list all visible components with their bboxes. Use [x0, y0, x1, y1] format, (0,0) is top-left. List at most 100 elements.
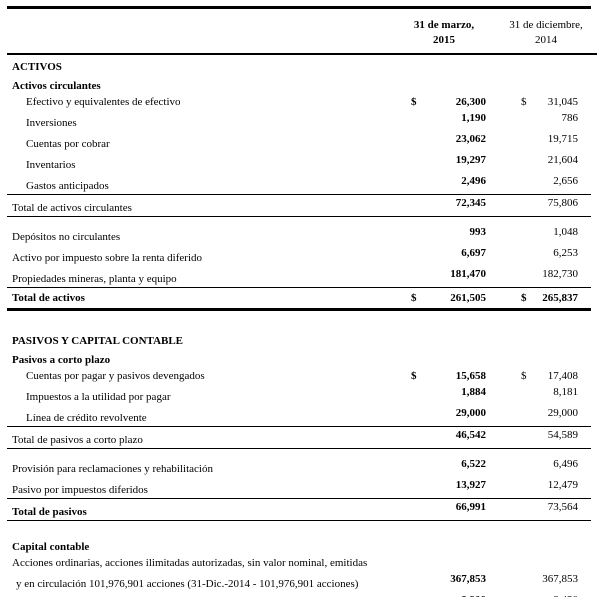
row-label: Activo por impuesto sobre la renta difer…: [12, 252, 203, 264]
currency-symbol: $: [411, 96, 417, 108]
subsection-pasivos-corto-plazo: Pasivos a corto plazo: [7, 352, 591, 368]
row-label: Inversiones: [26, 117, 77, 129]
table-row: Pasivo por impuestos diferidos 13,927 12…: [7, 477, 591, 499]
total-row-pasivos: Total de pasivos 66,991 73,564: [7, 499, 591, 521]
row-label: Cuentas por pagar y pasivos devengados: [26, 370, 205, 382]
row-label: Efectivo y equivalentes de efectivo: [26, 96, 181, 108]
table-row: Superávit aportado 8,900 8,430: [7, 592, 591, 597]
subsection-title: Capital contable: [12, 541, 90, 553]
financial-table: 31 de marzo, 2015 31 de diciembre, 2014 …: [7, 6, 597, 597]
value-2015: 367,853: [450, 573, 486, 585]
table-row: Depósitos no circulantes 993 1,048: [7, 224, 591, 245]
section-heading-pasivos: PASIVOS Y CAPITAL CONTABLE: [7, 333, 591, 349]
value-2015: 8,900: [411, 592, 486, 597]
value-2014: $265,837: [521, 292, 578, 304]
section-heading-activos: ACTIVOS: [7, 59, 591, 75]
table-row: Cuentas por pagar y pasivos devengados $…: [7, 368, 591, 384]
value-2015: 1,884: [461, 386, 486, 398]
value-2015: $15,658: [411, 370, 486, 382]
table-row: Inventarios 19,297 21,604: [7, 152, 591, 173]
value-2015: 6,522: [461, 458, 486, 470]
table-row: y en circulación 101,976,901 acciones (3…: [7, 571, 591, 592]
value-2014: 29,000: [547, 407, 578, 419]
table-row: Cuentas por cobrar 23,062 19,715: [7, 131, 591, 152]
total-row-pasivos-corto-plazo: Total de pasivos a corto plazo 46,542 54…: [7, 427, 591, 449]
row-label: Gastos anticipados: [26, 180, 109, 192]
value-2014: 12,479: [547, 479, 578, 491]
row-label: Total de pasivos a corto plazo: [12, 434, 143, 446]
total-row-activos: Total de activos $261,505 $265,837: [7, 288, 591, 311]
column-headers: 31 de marzo, 2015 31 de diciembre, 2014: [7, 9, 597, 55]
currency-symbol: $: [411, 292, 417, 304]
currency-symbol: $: [521, 96, 527, 108]
column-header-date: 31 de marzo,: [413, 19, 475, 31]
total-row-activos-circulantes: Total de activos circulantes 72,345 75,8…: [7, 195, 591, 217]
row-label: Total de activos circulantes: [12, 202, 132, 214]
row-label: Impuestos a la utilidad por pagar: [26, 391, 171, 403]
value-2015: $26,300: [411, 96, 486, 108]
column-header-2014: 31 de diciembre, 2014: [495, 18, 597, 48]
row-label: Inventarios: [26, 159, 76, 171]
value-2014: 182,730: [542, 268, 578, 280]
value-2014: 21,604: [547, 154, 578, 166]
value-2015: 46,542: [455, 429, 486, 441]
value-2014: 6,496: [553, 458, 578, 470]
value-2014: 73,564: [547, 501, 578, 513]
value-2015: 19,297: [455, 154, 486, 166]
row-label: Propiedades mineras, planta y equipo: [12, 273, 177, 285]
table-row: Activo por impuesto sobre la renta difer…: [7, 245, 591, 266]
column-header-year: 2014: [535, 34, 557, 46]
value-2014: 8,181: [553, 386, 578, 398]
spacer: [7, 521, 591, 539]
column-header-2015: 31 de marzo, 2015: [393, 18, 495, 48]
value-2015: 2,496: [461, 175, 486, 187]
spacer: [7, 217, 591, 224]
row-label: Pasivo por impuestos diferidos: [12, 484, 148, 496]
row-label: Total de activos: [12, 292, 85, 304]
table-row: Propiedades mineras, planta y equipo 181…: [7, 266, 591, 288]
value-2015: 993: [469, 226, 487, 238]
value-2014: 75,806: [547, 197, 578, 209]
value-2014: $17,408: [521, 370, 578, 382]
value-2015: 29,000: [455, 407, 486, 419]
row-label: Total de pasivos: [12, 506, 87, 518]
row-label: Provisión para reclamaciones y rehabilit…: [12, 463, 213, 475]
value-2015: 66,991: [455, 501, 486, 513]
value-2014: $31,045: [521, 96, 578, 108]
row-label: Acciones ordinarias, acciones ilimitadas…: [12, 557, 368, 569]
value-2015: 13,927: [455, 479, 486, 491]
value-2015: 1,190: [461, 112, 486, 124]
value-2015: 6,697: [461, 247, 486, 259]
value-2015: $261,505: [411, 292, 486, 304]
table-row: Efectivo y equivalentes de efectivo $26,…: [7, 94, 591, 110]
table-row: Inversiones 1,190 786: [7, 110, 591, 131]
currency-symbol: $: [521, 370, 527, 382]
row-label: Línea de crédito revolvente: [26, 412, 147, 424]
value-2014: 786: [561, 112, 579, 124]
subsection-title: Activos circulantes: [12, 80, 101, 92]
row-label: Depósitos no circulantes: [12, 231, 121, 243]
table-row: Impuestos a la utilidad por pagar 1,884 …: [7, 384, 591, 405]
spacer: [7, 449, 591, 456]
table-row: Provisión para reclamaciones y rehabilit…: [7, 456, 591, 477]
value-2015: 23,062: [455, 133, 486, 145]
top-rule: [7, 6, 591, 9]
value-2014: 6,253: [553, 247, 578, 259]
currency-symbol: $: [411, 370, 417, 382]
section-title: ACTIVOS: [12, 61, 62, 73]
value-2014: 1,048: [553, 226, 578, 238]
table-row: Gastos anticipados 2,496 2,656: [7, 173, 591, 195]
value-2014: 2,656: [553, 175, 578, 187]
table-row-text: Acciones ordinarias, acciones ilimitadas…: [7, 555, 591, 571]
column-header-year: 2015: [433, 34, 455, 46]
subsection-activos-circulantes: Activos circulantes: [7, 78, 591, 94]
column-header-date: 31 de diciembre,: [509, 19, 583, 31]
value-2015: 181,470: [450, 268, 486, 280]
section-title: PASIVOS Y CAPITAL CONTABLE: [12, 335, 184, 347]
spacer: [7, 311, 591, 329]
table-row: Línea de crédito revolvente 29,000 29,00…: [7, 405, 591, 427]
currency-symbol: $: [521, 292, 527, 304]
subsection-title: Pasivos a corto plazo: [12, 354, 111, 366]
subsection-capital-contable: Capital contable: [7, 539, 591, 555]
